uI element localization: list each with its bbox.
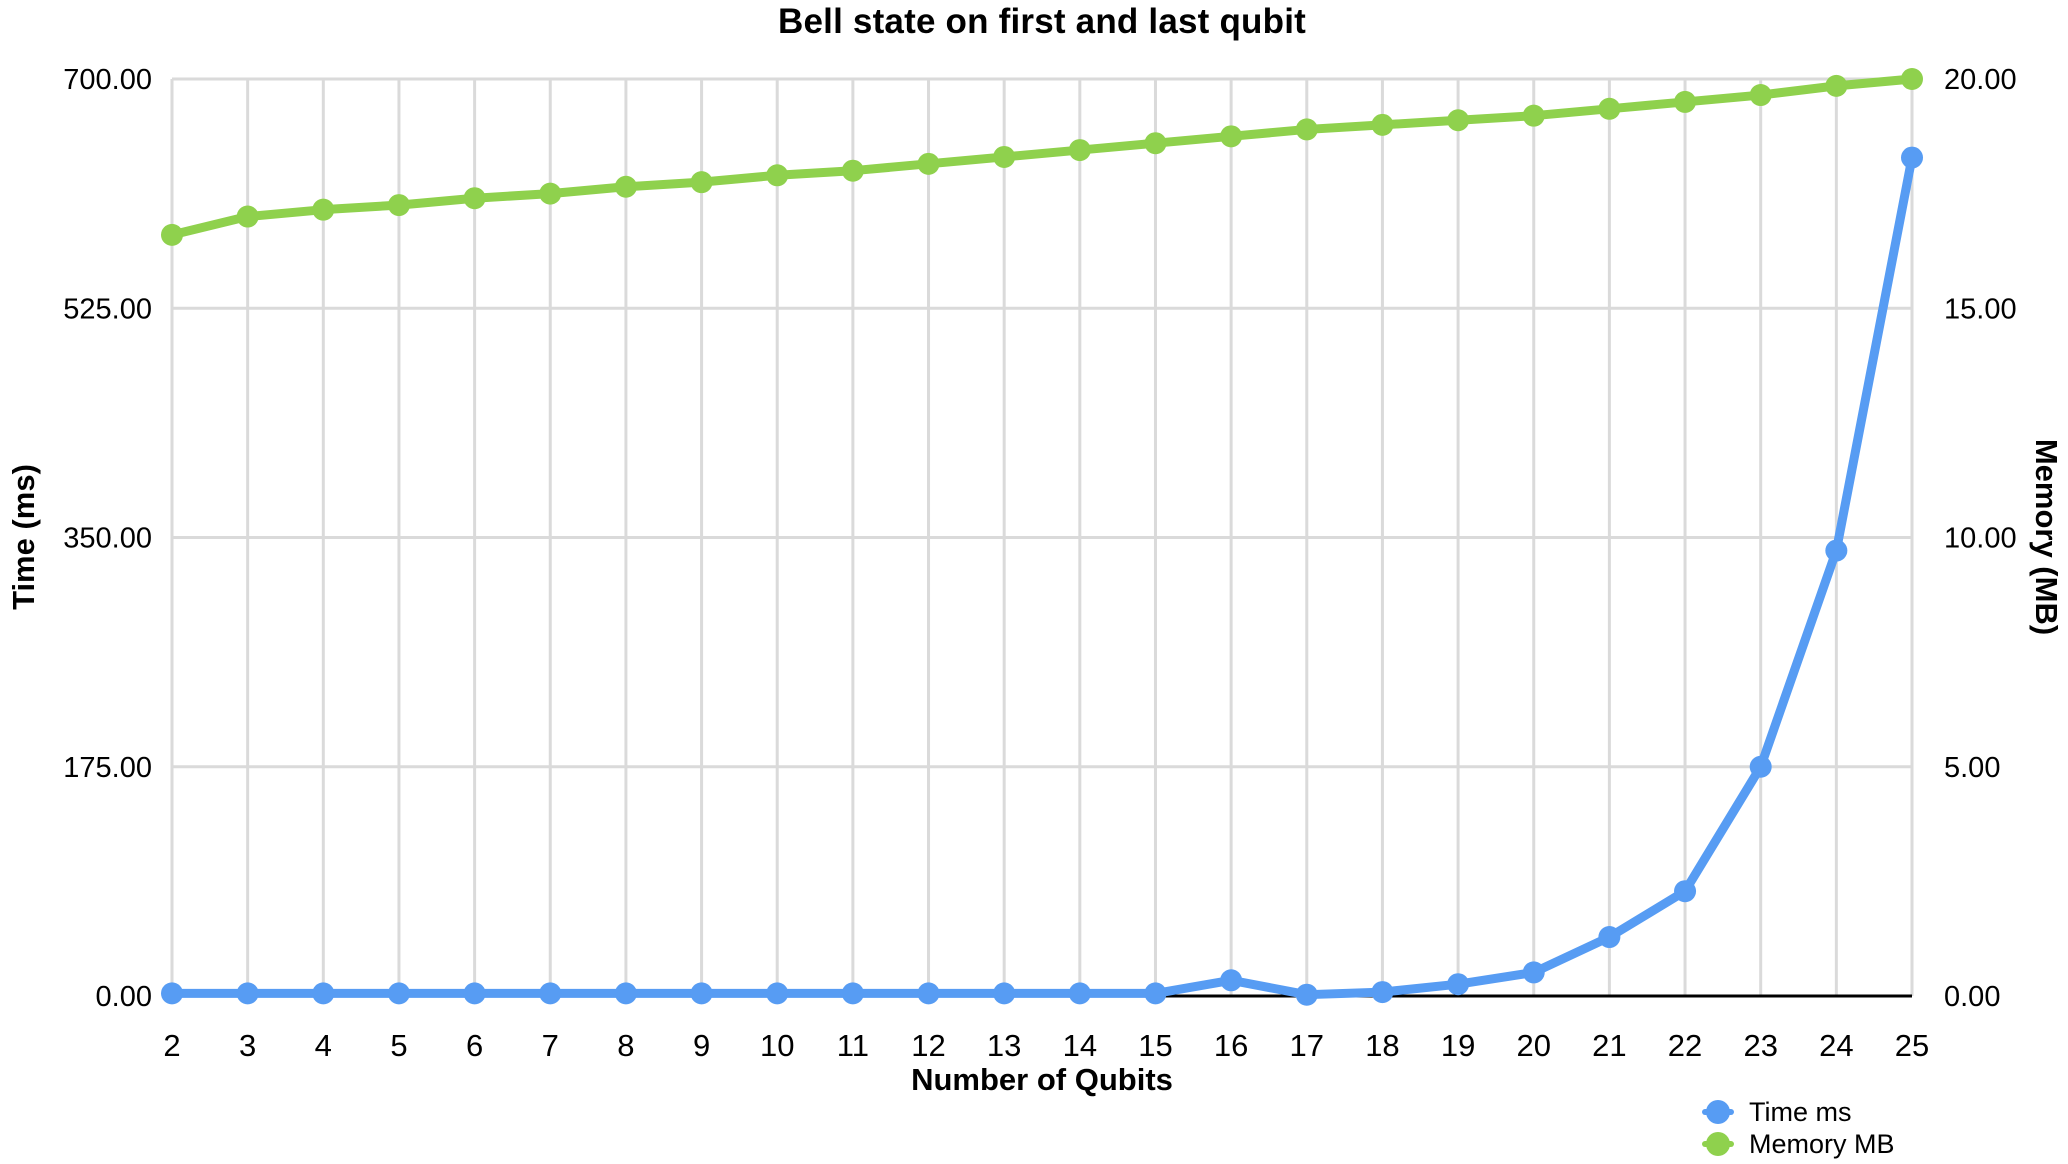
x-tick-label: 2 <box>163 1028 180 1063</box>
x-tick-label: 13 <box>987 1028 1021 1063</box>
memory-series-point <box>1674 90 1697 113</box>
time-series-point <box>993 982 1016 1005</box>
memory-series-point <box>766 164 789 187</box>
memory-series-point <box>1598 97 1621 120</box>
memory-series-point <box>690 171 713 194</box>
y-right-tick-label: 20.00 <box>1944 64 2017 96</box>
memory-series-point <box>1522 104 1545 127</box>
time-series-point <box>1447 973 1470 996</box>
time-series-point <box>690 982 713 1005</box>
time-series-point <box>1522 961 1545 984</box>
y-axis-title-right: Memory (MB) <box>2029 438 2064 636</box>
y-axis-title-left: Time (ms) <box>6 464 41 610</box>
y-right-tick-label: 5.00 <box>1944 752 2000 784</box>
memory-series-point <box>1825 74 1848 97</box>
x-tick-label: 4 <box>315 1028 332 1063</box>
memory-series-point <box>1371 113 1394 136</box>
x-tick-label: 11 <box>837 1028 869 1063</box>
y-right-tick-label: 15.00 <box>1944 293 2017 325</box>
x-tick-label: 21 <box>1592 1028 1626 1063</box>
memory-series-point <box>1068 139 1091 162</box>
y-left-tick-label: 0.00 <box>96 981 152 1013</box>
x-axis-title: Number of Qubits <box>911 1062 1173 1097</box>
legend-label-memory: Memory MB <box>1749 1129 1895 1159</box>
legend-item-memory: Memory MB <box>1702 1128 1895 1160</box>
x-tick-label: 22 <box>1668 1028 1702 1063</box>
memory-series-point <box>236 205 259 228</box>
memory-series-point <box>539 182 562 205</box>
x-tick-label: 20 <box>1516 1028 1550 1063</box>
x-tick-label: 17 <box>1290 1028 1324 1063</box>
legend-item-time: Time ms <box>1702 1096 1895 1128</box>
time-series-point <box>387 982 410 1005</box>
time-series-point <box>917 982 940 1005</box>
y-right-tick-label: 0.00 <box>1944 981 2000 1013</box>
time-series-point <box>161 982 183 1005</box>
memory-series-point <box>841 159 864 182</box>
x-tick-label: 7 <box>542 1028 559 1063</box>
time-series-point <box>1901 146 1923 169</box>
memory-series-point <box>993 145 1016 168</box>
x-tick-label: 18 <box>1365 1028 1399 1063</box>
time-series-point <box>236 982 259 1005</box>
x-tick-label: 15 <box>1138 1028 1172 1063</box>
legend-label-time: Time ms <box>1749 1097 1852 1127</box>
time-series-point <box>1068 982 1091 1005</box>
time-series-point <box>1598 926 1621 949</box>
memory-series-point <box>1901 68 1923 90</box>
x-tick-label: 23 <box>1743 1028 1777 1063</box>
time-series-point <box>539 982 562 1005</box>
x-tick-label: 16 <box>1214 1028 1248 1063</box>
x-tick-label: 6 <box>466 1028 483 1063</box>
memory-series-point <box>312 198 335 221</box>
x-tick-label: 14 <box>1063 1028 1097 1063</box>
time-series-point <box>1674 880 1697 903</box>
memory-series-point <box>463 187 486 210</box>
memory-series-point <box>1447 109 1470 132</box>
x-tick-label: 8 <box>617 1028 634 1063</box>
memory-series-point <box>917 152 940 175</box>
memory-series-point <box>614 175 637 198</box>
time-series-point <box>841 982 864 1005</box>
x-tick-label: 12 <box>911 1028 945 1063</box>
time-series-point <box>1220 969 1243 992</box>
chart-title: Bell state on first and last qubit <box>778 2 1306 41</box>
time-series-point <box>766 982 789 1005</box>
time-series-point <box>614 982 637 1005</box>
x-tick-label: 25 <box>1895 1028 1929 1063</box>
x-tick-label: 19 <box>1441 1028 1475 1063</box>
time-series-point <box>1371 981 1394 1004</box>
time-series-point <box>1295 983 1318 1006</box>
legend: Time ms Memory MB <box>1702 1096 1895 1160</box>
x-tick-label: 10 <box>760 1028 794 1063</box>
x-tick-label: 5 <box>390 1028 407 1063</box>
time-series-point <box>1825 539 1848 562</box>
memory-series-point <box>1144 132 1167 155</box>
time-series-line <box>167 153 1917 1000</box>
memory-series-point <box>1220 125 1243 148</box>
y-left-tick-label: 350.00 <box>63 523 152 555</box>
y-left-tick-label: 525.00 <box>63 293 152 325</box>
time-series-legend-marker <box>1702 1100 1734 1124</box>
memory-series-point <box>387 194 410 217</box>
time-series-point <box>312 982 335 1005</box>
x-tick-label: 3 <box>239 1028 256 1063</box>
x-tick-label: 24 <box>1819 1028 1853 1063</box>
time-series-point <box>1144 982 1167 1005</box>
y-right-tick-label: 10.00 <box>1944 523 2017 555</box>
y-left-tick-label: 700.00 <box>63 64 152 96</box>
memory-series-point <box>1749 84 1772 107</box>
y-left-tick-label: 175.00 <box>63 752 152 784</box>
time-series-point <box>1749 755 1772 778</box>
time-series-point <box>463 982 486 1005</box>
memory-series-line <box>167 74 1917 240</box>
memory-series-point <box>161 223 183 246</box>
x-tick-label: 9 <box>693 1028 710 1063</box>
memory-series-legend-marker <box>1702 1132 1734 1156</box>
memory-series-point <box>1295 118 1318 141</box>
